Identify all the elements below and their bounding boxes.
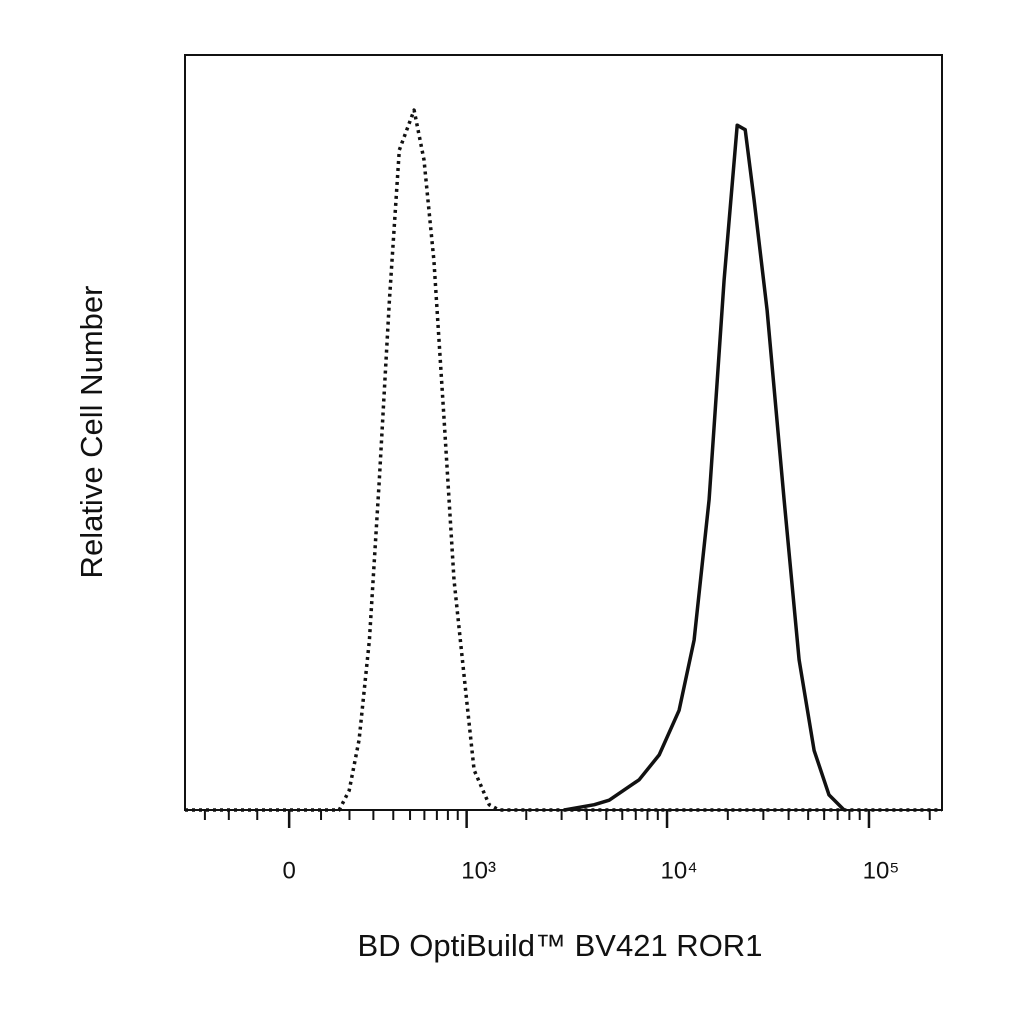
x-tick-label: 10³ (461, 857, 496, 884)
plot-frame (184, 54, 943, 811)
x-tick-label: 10⁴ (661, 857, 698, 884)
histogram-line (185, 108, 942, 812)
x-tick-label: 10⁵ (863, 857, 900, 884)
x-tick-label: 0 (282, 857, 295, 884)
histogram-line (564, 123, 846, 812)
x-axis-label: BD OptiBuild™ BV421 ROR1 (358, 928, 763, 963)
y-axis-label: Relative Cell Number (74, 286, 109, 579)
